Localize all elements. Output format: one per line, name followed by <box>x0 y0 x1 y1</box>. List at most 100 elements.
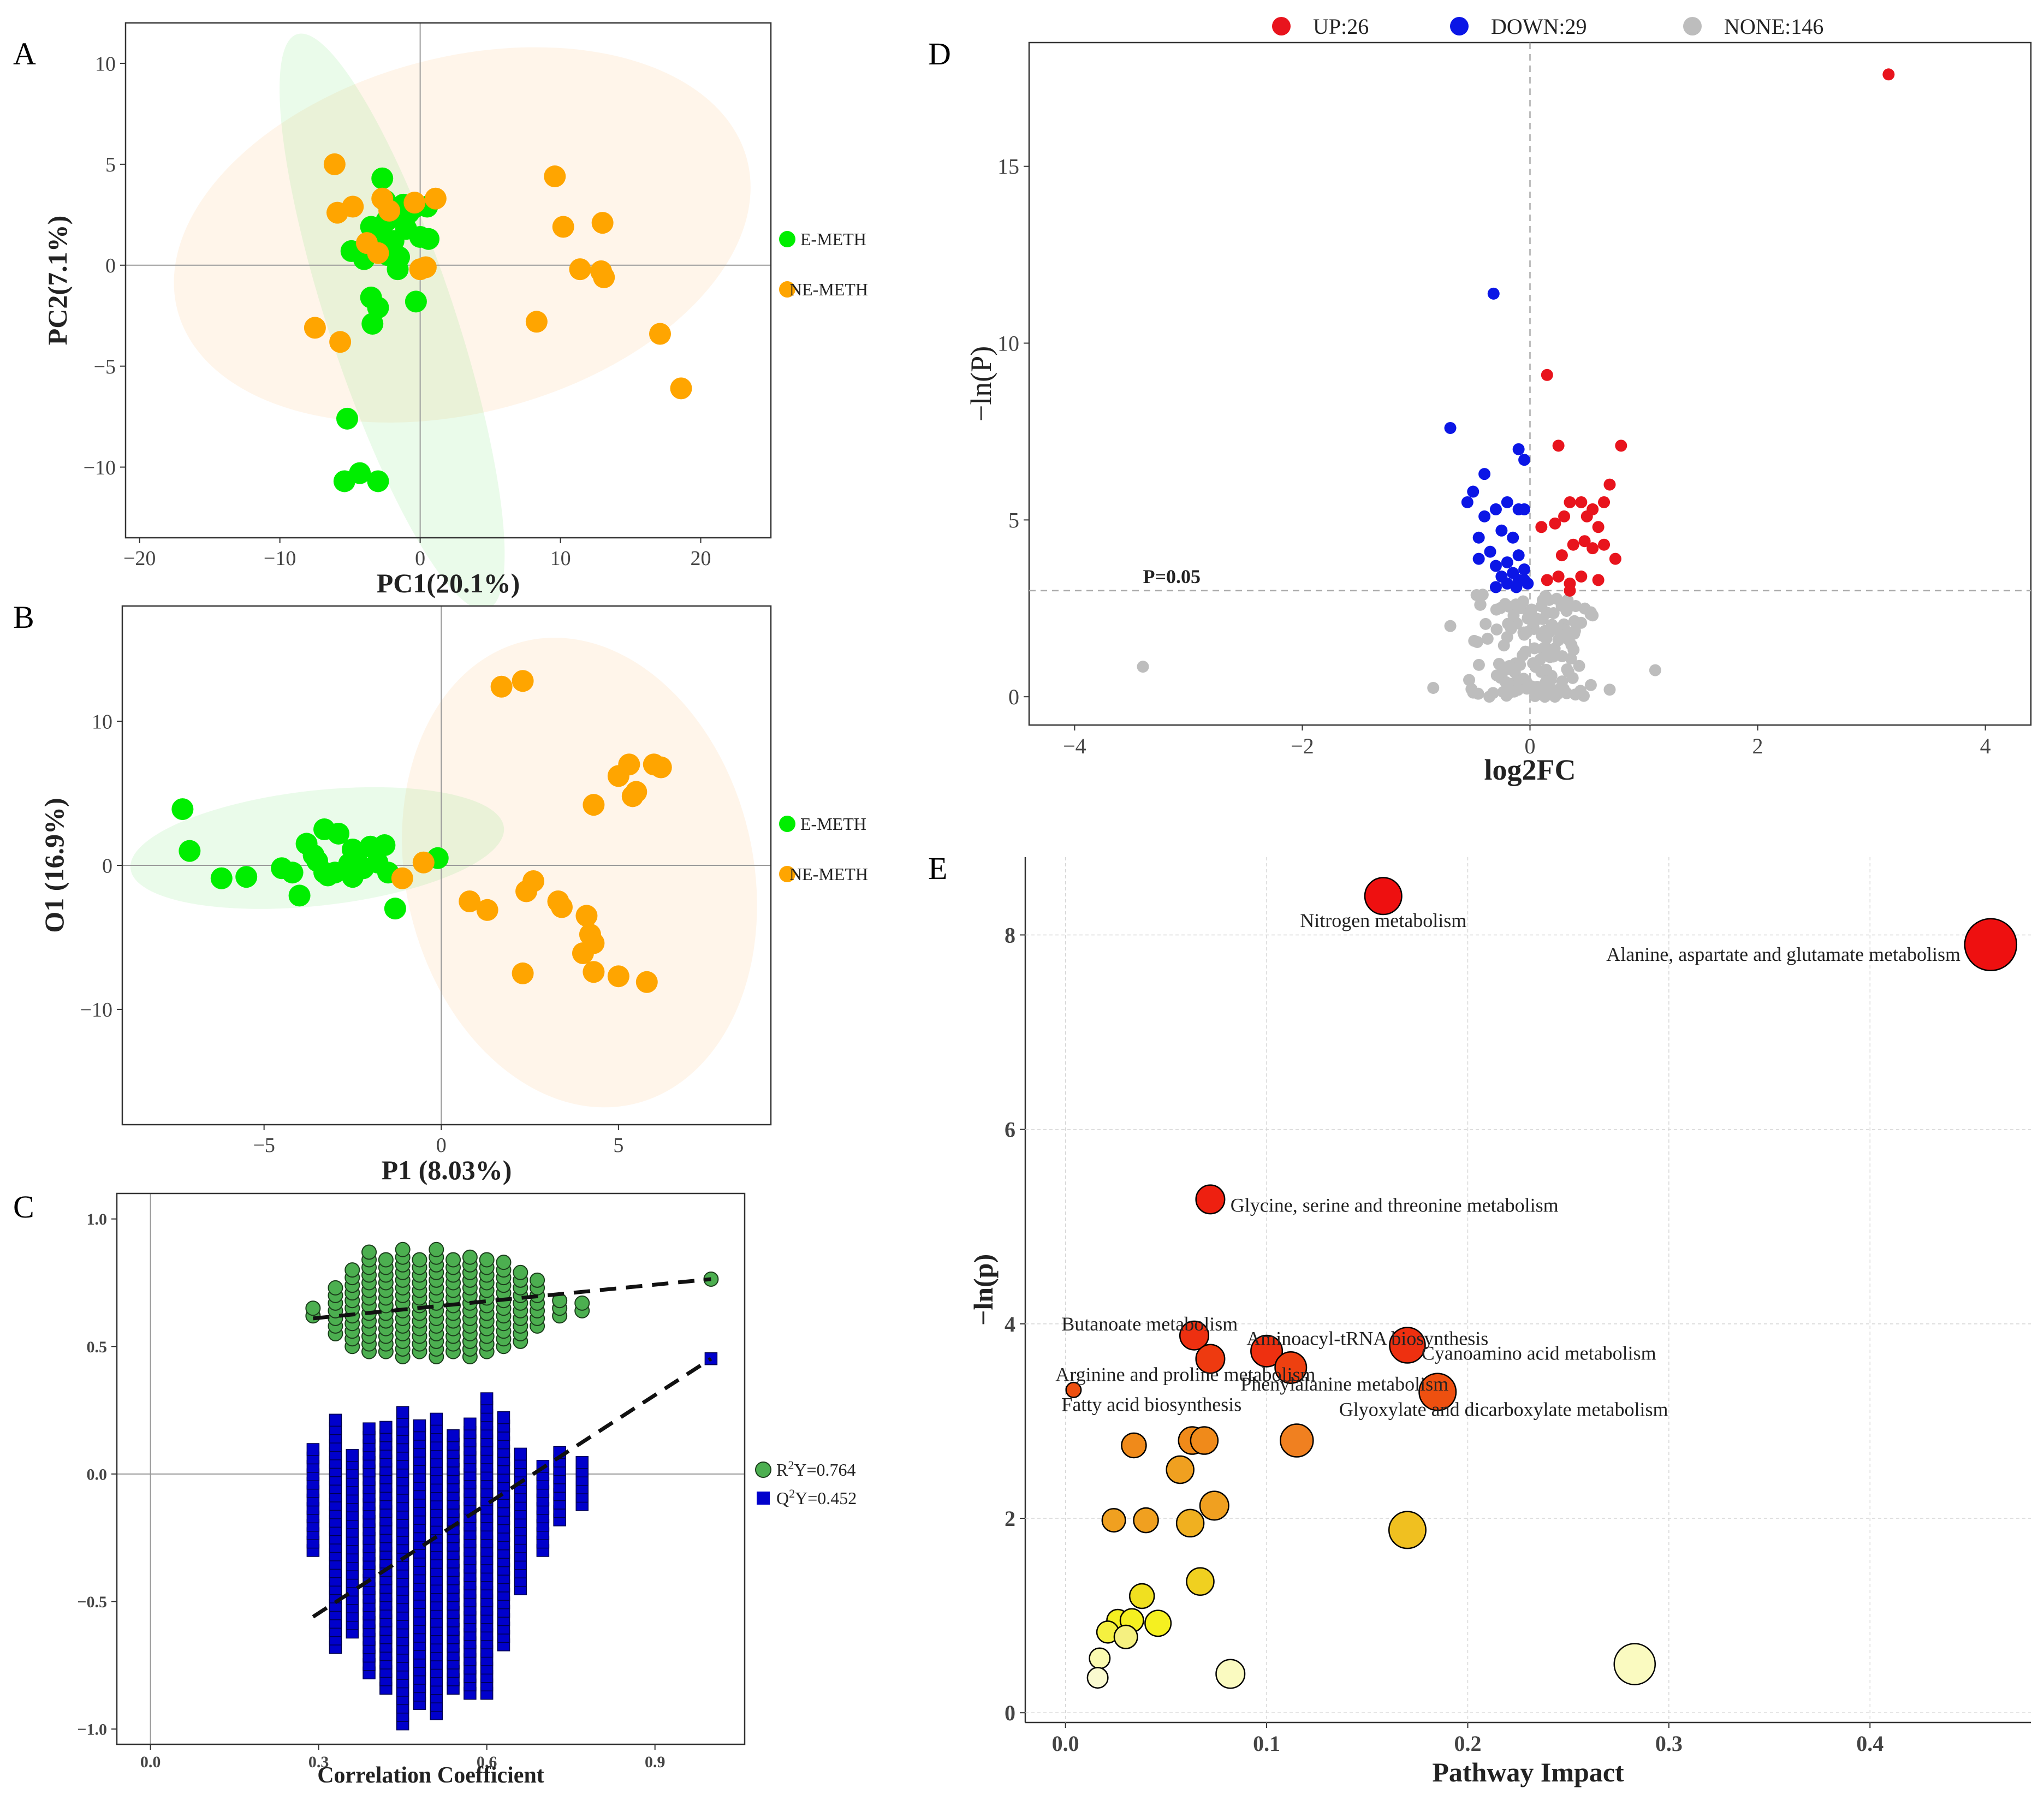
none-point <box>1498 665 1510 678</box>
pathway-bubble <box>1195 1344 1226 1374</box>
panel-e-pathway: 0.0 0.1 0.2 0.3 0.4 0 2 4 6 8 Pathway Impact −ln(p)… <box>968 857 2031 1787</box>
y-tick-label: 5 <box>105 153 116 176</box>
panel-letter-d: D <box>928 36 951 72</box>
q2y-point <box>306 1443 320 1456</box>
q2y-point <box>514 1447 527 1461</box>
none-point <box>1427 681 1440 694</box>
y-tick-label: −5 <box>94 355 116 378</box>
down-point <box>1461 496 1473 508</box>
up-point <box>1541 574 1553 586</box>
pathway-bubble <box>1964 918 2018 972</box>
none-point <box>1512 684 1524 696</box>
none-point <box>1472 687 1484 700</box>
ne-meth-point <box>550 896 573 918</box>
none-point <box>1568 625 1581 637</box>
ne-meth-point <box>459 890 481 912</box>
none-point <box>1520 626 1533 638</box>
none-point <box>1499 598 1511 610</box>
legend-marker-down <box>1450 17 1469 35</box>
pathway-bubble <box>1280 1423 1314 1458</box>
pathway-label: Fatty acid biosynthesis <box>1061 1394 1241 1416</box>
x-tick-label: 0 <box>415 547 425 570</box>
q2y-point <box>447 1429 460 1442</box>
y-tick-label: 0.5 <box>87 1338 108 1356</box>
none-point <box>1587 609 1599 622</box>
none-point <box>1603 684 1616 696</box>
ne-meth-point <box>670 377 692 400</box>
e-meth-point <box>361 313 384 335</box>
r2y-point <box>574 1295 590 1311</box>
y-tick-label: 0.0 <box>87 1465 108 1483</box>
x-tick-label: 5 <box>613 1134 623 1157</box>
none-point <box>1538 641 1551 654</box>
none-point <box>1474 598 1487 611</box>
r2y-point <box>445 1252 461 1268</box>
panel-letter-b: B <box>13 599 34 635</box>
none-point <box>1490 623 1503 635</box>
r2y-point <box>361 1244 377 1260</box>
pathway-bubble <box>1364 877 1403 916</box>
up-point <box>1535 521 1548 533</box>
pathway-bubble <box>1166 1455 1195 1484</box>
ne-meth-point <box>569 258 591 281</box>
pathway-bubble <box>1065 1381 1082 1398</box>
r2y-point <box>412 1252 427 1268</box>
y-tick-label: 10 <box>95 52 116 75</box>
none-point <box>1512 599 1524 611</box>
none-point <box>1525 680 1538 693</box>
plot-frame <box>124 22 772 539</box>
y-axis-title: −ln(P) <box>965 346 997 421</box>
q2y-point <box>430 1412 443 1426</box>
up-point <box>1598 496 1611 508</box>
up-point <box>1592 574 1605 586</box>
x-tick-label: 0.6 <box>477 1753 497 1771</box>
ne-meth-point <box>414 256 437 278</box>
y-axis-title: PC2(7.1%) <box>42 216 73 345</box>
none-point <box>1574 685 1587 698</box>
r2y-point <box>462 1249 478 1265</box>
ne-meth-point <box>522 870 545 893</box>
ne-meth-point <box>621 785 644 807</box>
none-point <box>1567 644 1580 656</box>
up-point <box>1882 68 1895 81</box>
down-point <box>1518 563 1531 576</box>
y-tick-label: 0 <box>1008 685 1019 709</box>
y-tick-label: 0 <box>1005 1701 1015 1725</box>
r2y-regression-line <box>313 1277 711 1321</box>
ne-meth-point <box>583 794 605 816</box>
down-point <box>1487 287 1500 300</box>
e-meth-confidence-ellipse <box>280 33 505 610</box>
legend-marker-up <box>1272 17 1291 35</box>
none-point <box>1547 650 1560 663</box>
x-tick-label: 0 <box>436 1134 447 1157</box>
x-tick-label: 0.2 <box>1454 1731 1481 1756</box>
x-tick-label: 0.1 <box>1253 1731 1280 1756</box>
down-point <box>1512 443 1525 455</box>
pathway-label: Phenylalanine metabolism <box>1240 1373 1448 1395</box>
up-point <box>1603 478 1616 491</box>
up-point <box>1575 570 1588 583</box>
ne-meth-point <box>635 971 658 993</box>
none-point <box>1584 679 1597 691</box>
legend-marker-r2y <box>755 1462 771 1478</box>
none-point <box>1552 634 1565 646</box>
r2y-point <box>479 1252 495 1268</box>
y-tick-label: 6 <box>1005 1118 1015 1142</box>
y-tick-label: −1.0 <box>77 1720 107 1738</box>
panel-letter-c: C <box>13 1189 34 1225</box>
down-point <box>1518 503 1531 515</box>
down-point <box>1495 524 1508 537</box>
pathway-bubble <box>1175 1508 1205 1538</box>
x-tick-label: 0.4 <box>1856 1731 1883 1756</box>
e-meth-point <box>288 884 311 907</box>
panel-a-pca: −20 −10 0 10 20 −10 −5 0 5 10 PC1(20.1%) PC2(7.1%) E… <box>42 22 868 610</box>
ne-meth-point <box>575 905 598 927</box>
ne-meth-point <box>591 212 614 234</box>
e-meth-point <box>333 470 355 492</box>
down-point <box>1472 553 1485 565</box>
x-tick-label: 0.3 <box>308 1753 329 1771</box>
y-tick-label: 15 <box>997 155 1019 179</box>
plot-frame <box>1025 857 2031 1722</box>
none-point <box>1649 664 1661 676</box>
up-point <box>1580 510 1593 522</box>
